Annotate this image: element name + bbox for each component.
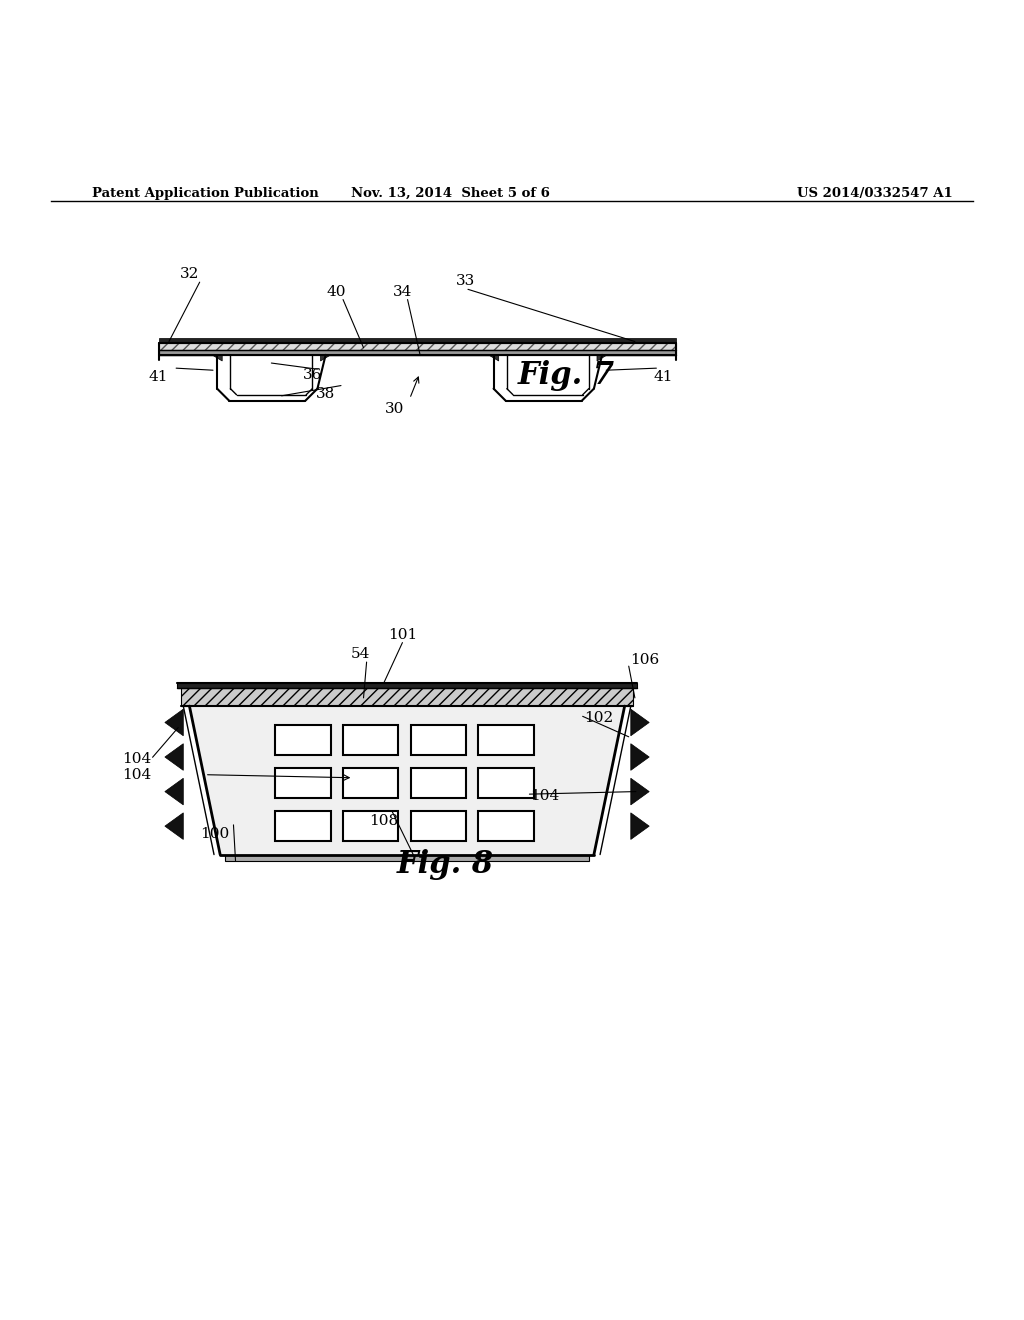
- Bar: [177, 682, 637, 688]
- Bar: [478, 810, 534, 841]
- Polygon shape: [631, 743, 649, 771]
- Polygon shape: [189, 706, 625, 854]
- Text: 100: 100: [201, 826, 229, 841]
- Polygon shape: [631, 709, 649, 735]
- Text: 104: 104: [530, 789, 560, 803]
- Bar: [411, 767, 466, 799]
- Text: Fig. 8: Fig. 8: [397, 850, 494, 880]
- Polygon shape: [631, 813, 649, 840]
- Bar: [159, 350, 676, 355]
- Bar: [411, 725, 466, 755]
- Bar: [343, 767, 398, 799]
- Text: 34: 34: [393, 285, 412, 298]
- Polygon shape: [165, 709, 183, 735]
- Bar: [181, 688, 633, 706]
- Text: Nov. 13, 2014  Sheet 5 of 6: Nov. 13, 2014 Sheet 5 of 6: [351, 187, 550, 199]
- Bar: [275, 767, 331, 799]
- Bar: [343, 725, 398, 755]
- Text: 102: 102: [584, 711, 613, 726]
- Polygon shape: [165, 743, 183, 771]
- Text: 30: 30: [385, 403, 403, 416]
- Polygon shape: [488, 355, 499, 360]
- Text: 108: 108: [370, 813, 398, 828]
- Bar: [275, 810, 331, 841]
- Text: 41: 41: [653, 370, 674, 384]
- Polygon shape: [165, 813, 183, 840]
- Polygon shape: [165, 779, 183, 805]
- Bar: [159, 343, 676, 350]
- Bar: [478, 725, 534, 755]
- Text: 41: 41: [148, 370, 169, 384]
- Text: 36: 36: [303, 368, 322, 383]
- Text: 106: 106: [630, 653, 659, 667]
- Polygon shape: [321, 355, 331, 360]
- Text: 104: 104: [122, 768, 152, 781]
- Text: 40: 40: [326, 285, 346, 298]
- Text: Patent Application Publication: Patent Application Publication: [92, 187, 318, 199]
- Bar: [275, 725, 331, 755]
- Polygon shape: [631, 779, 649, 805]
- Bar: [225, 854, 589, 861]
- Text: 101: 101: [388, 627, 417, 642]
- Bar: [159, 338, 676, 343]
- Bar: [478, 767, 534, 799]
- Text: 38: 38: [316, 387, 335, 400]
- Text: 104: 104: [122, 752, 152, 767]
- Bar: [343, 810, 398, 841]
- Polygon shape: [597, 355, 607, 360]
- Bar: [411, 810, 466, 841]
- Text: 33: 33: [457, 275, 475, 288]
- Text: US 2014/0332547 A1: US 2014/0332547 A1: [797, 187, 952, 199]
- Text: Fig. 7: Fig. 7: [518, 360, 614, 391]
- Polygon shape: [212, 355, 222, 360]
- Text: 54: 54: [351, 647, 370, 661]
- Text: 32: 32: [180, 267, 199, 281]
